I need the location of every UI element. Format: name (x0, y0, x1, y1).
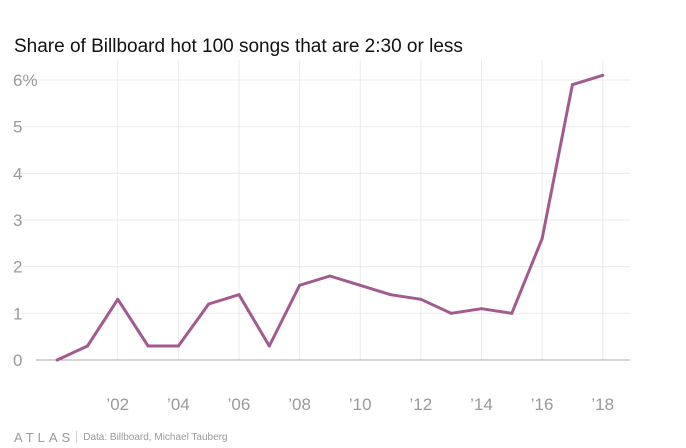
data-point-2002 (116, 297, 120, 301)
data-point-2008 (298, 283, 302, 287)
data-point-2000 (55, 358, 59, 362)
data-point-2018 (601, 73, 605, 77)
y-tick-label: 2 (13, 258, 22, 277)
x-tick-label: ’18 (591, 395, 614, 414)
data-point-2001 (85, 344, 89, 348)
chart-footer: ATLAS Data: Billboard, Michael Tauberg (14, 429, 228, 445)
x-tick-label: ’06 (228, 395, 251, 414)
data-point-2017 (570, 83, 574, 87)
data-point-2014 (479, 307, 483, 311)
x-tick-label: ’04 (167, 395, 190, 414)
data-point-2005 (207, 302, 211, 306)
x-tick-label: ’02 (106, 395, 129, 414)
data-point-2013 (449, 311, 453, 315)
data-point-2009 (328, 274, 332, 278)
data-point-2007 (267, 344, 271, 348)
footer-divider (76, 431, 78, 443)
atlas-logo: ATLAS (14, 429, 75, 445)
x-tick-label: ’12 (410, 395, 433, 414)
x-tick-label: ’14 (470, 395, 493, 414)
y-tick-label: 0 (13, 351, 22, 370)
y-tick-label: 1 (13, 304, 22, 323)
y-tick-label: 3 (13, 211, 22, 230)
data-point-2010 (358, 283, 362, 287)
data-point-2006 (237, 293, 241, 297)
data-point-2003 (146, 344, 150, 348)
chart-title: Share of Billboard hot 100 songs that ar… (14, 36, 463, 57)
y-tick-label: 6% (13, 71, 38, 90)
data-point-2015 (510, 311, 514, 315)
data-point-2011 (389, 293, 393, 297)
y-tick-label: 5 (13, 118, 22, 137)
data-point-2004 (176, 344, 180, 348)
x-tick-label: ’08 (288, 395, 311, 414)
data-point-2012 (419, 297, 423, 301)
y-tick-label: 4 (13, 164, 22, 183)
series-line-0 (55, 73, 605, 362)
data-point-2016 (540, 237, 544, 241)
x-tick-label: ’10 (349, 395, 372, 414)
x-tick-label: ’16 (531, 395, 554, 414)
source-note: Data: Billboard, Michael Tauberg (83, 431, 228, 443)
